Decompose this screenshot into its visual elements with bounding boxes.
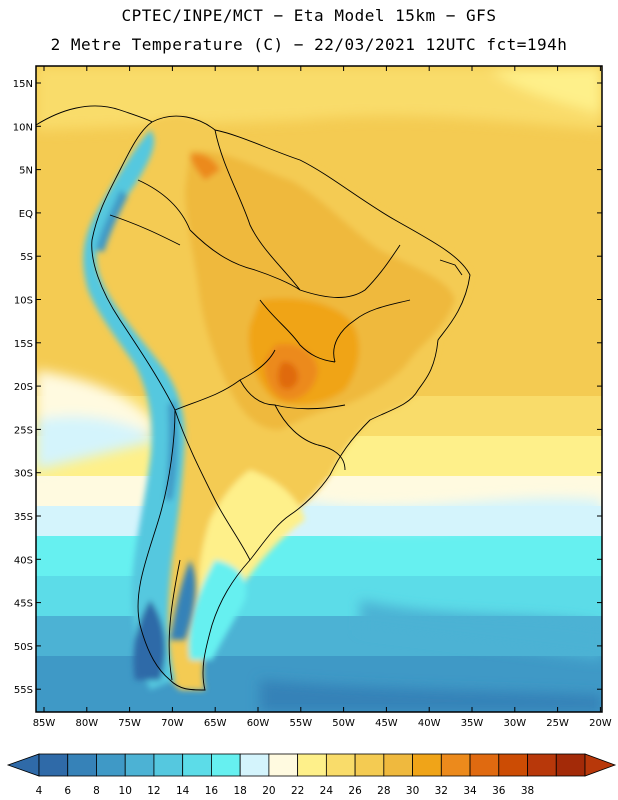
legend-swatch xyxy=(440,753,471,777)
country-borders xyxy=(36,105,471,691)
legend-label: 20 xyxy=(262,785,275,797)
lon-label: 80W xyxy=(75,718,98,729)
lat-label: 15S xyxy=(14,339,33,350)
latitude-axis: 15N 10N 5N EQ 5S 10S 15S 20S 25S 30S 35S 40S 45S 50S 5… xyxy=(13,79,602,696)
lat-label: 50S xyxy=(14,642,33,653)
legend-swatch xyxy=(469,753,500,777)
lon-label: 40W xyxy=(418,718,441,729)
lon-label: 20W xyxy=(589,718,612,729)
legend-swatch xyxy=(527,753,557,777)
legend-label: 10 xyxy=(119,785,132,797)
map-subtitle: 2 Metre Temperature (C) − 22/03/2021 12U… xyxy=(50,35,568,54)
legend-low-arrow xyxy=(6,753,40,777)
lon-label: 75W xyxy=(118,718,141,729)
legend-swatch xyxy=(354,753,385,777)
legend-label: 26 xyxy=(348,785,362,797)
legend-swatch xyxy=(297,753,327,777)
lon-label: 65W xyxy=(204,718,227,729)
lat-label: 40S xyxy=(14,555,33,566)
lat-label: EQ xyxy=(19,209,33,220)
legend-label: 30 xyxy=(406,785,419,797)
legend-label: 24 xyxy=(320,785,334,797)
legend-swatch xyxy=(383,753,413,777)
lon-label: 35W xyxy=(461,718,484,729)
lon-label: 25W xyxy=(546,718,569,729)
legend-swatch xyxy=(498,753,528,777)
lat-label: 15N xyxy=(13,79,33,90)
lon-label: 60W xyxy=(247,718,270,729)
legend-swatch xyxy=(211,753,241,777)
legend-swatch xyxy=(325,753,356,777)
legend-swatch xyxy=(38,753,69,777)
lon-label: 30W xyxy=(503,718,526,729)
legend-label: 8 xyxy=(93,785,100,797)
legend-swatch xyxy=(67,753,97,777)
legend-swatch xyxy=(412,753,442,777)
lat-label: 55S xyxy=(14,685,33,696)
legend-label: 12 xyxy=(147,785,160,797)
lon-label: 45W xyxy=(375,718,398,729)
map-title: CPTEC/INPE/MCT − Eta Model 15km − GFS xyxy=(121,6,497,25)
legend-swatch xyxy=(96,753,126,777)
legend-label: 18 xyxy=(233,785,246,797)
legend-label: 28 xyxy=(377,785,390,797)
lat-label: 10N xyxy=(13,122,33,133)
legend-label: 4 xyxy=(36,785,43,797)
lon-label: 55W xyxy=(289,718,312,729)
lon-label: 70W xyxy=(161,718,184,729)
lat-label: 5N xyxy=(19,166,33,177)
lat-label: 25S xyxy=(14,425,33,436)
map-frame xyxy=(35,65,603,713)
lat-label: 20S xyxy=(14,382,33,393)
lat-label: 30S xyxy=(14,469,33,480)
legend-high-arrow xyxy=(584,753,617,777)
lat-label: 5S xyxy=(20,252,33,263)
legend-swatch xyxy=(268,753,299,777)
legend-swatch xyxy=(153,753,184,777)
legend-label: 38 xyxy=(521,785,534,797)
legend-swatch xyxy=(182,753,212,777)
legend-swatch xyxy=(124,753,155,777)
legend-label: 6 xyxy=(64,785,71,797)
legend-swatch xyxy=(239,753,270,777)
legend-label: 32 xyxy=(435,785,448,797)
lon-label: 85W xyxy=(33,718,56,729)
legend-label: 36 xyxy=(492,785,506,797)
temperature-field xyxy=(36,66,602,712)
legend-swatch xyxy=(555,753,586,777)
legend-label: 22 xyxy=(291,785,304,797)
color-legend: 4 6 8 10 12 14 16 18 20 22 24 26 28 30 32 34 36 38 xyxy=(6,753,617,797)
legend-label: 34 xyxy=(463,785,477,797)
lat-label: 35S xyxy=(14,512,33,523)
lat-label: 10S xyxy=(14,296,33,307)
legend-label: 14 xyxy=(176,785,190,797)
longitude-axis: 85W 80W 75W 70W 65W 60W 55W 50W 45W 40W 35W 30W 25W 2… xyxy=(33,66,612,729)
lon-label: 50W xyxy=(332,718,355,729)
lat-label: 45S xyxy=(14,599,33,610)
legend-label: 16 xyxy=(205,785,219,797)
